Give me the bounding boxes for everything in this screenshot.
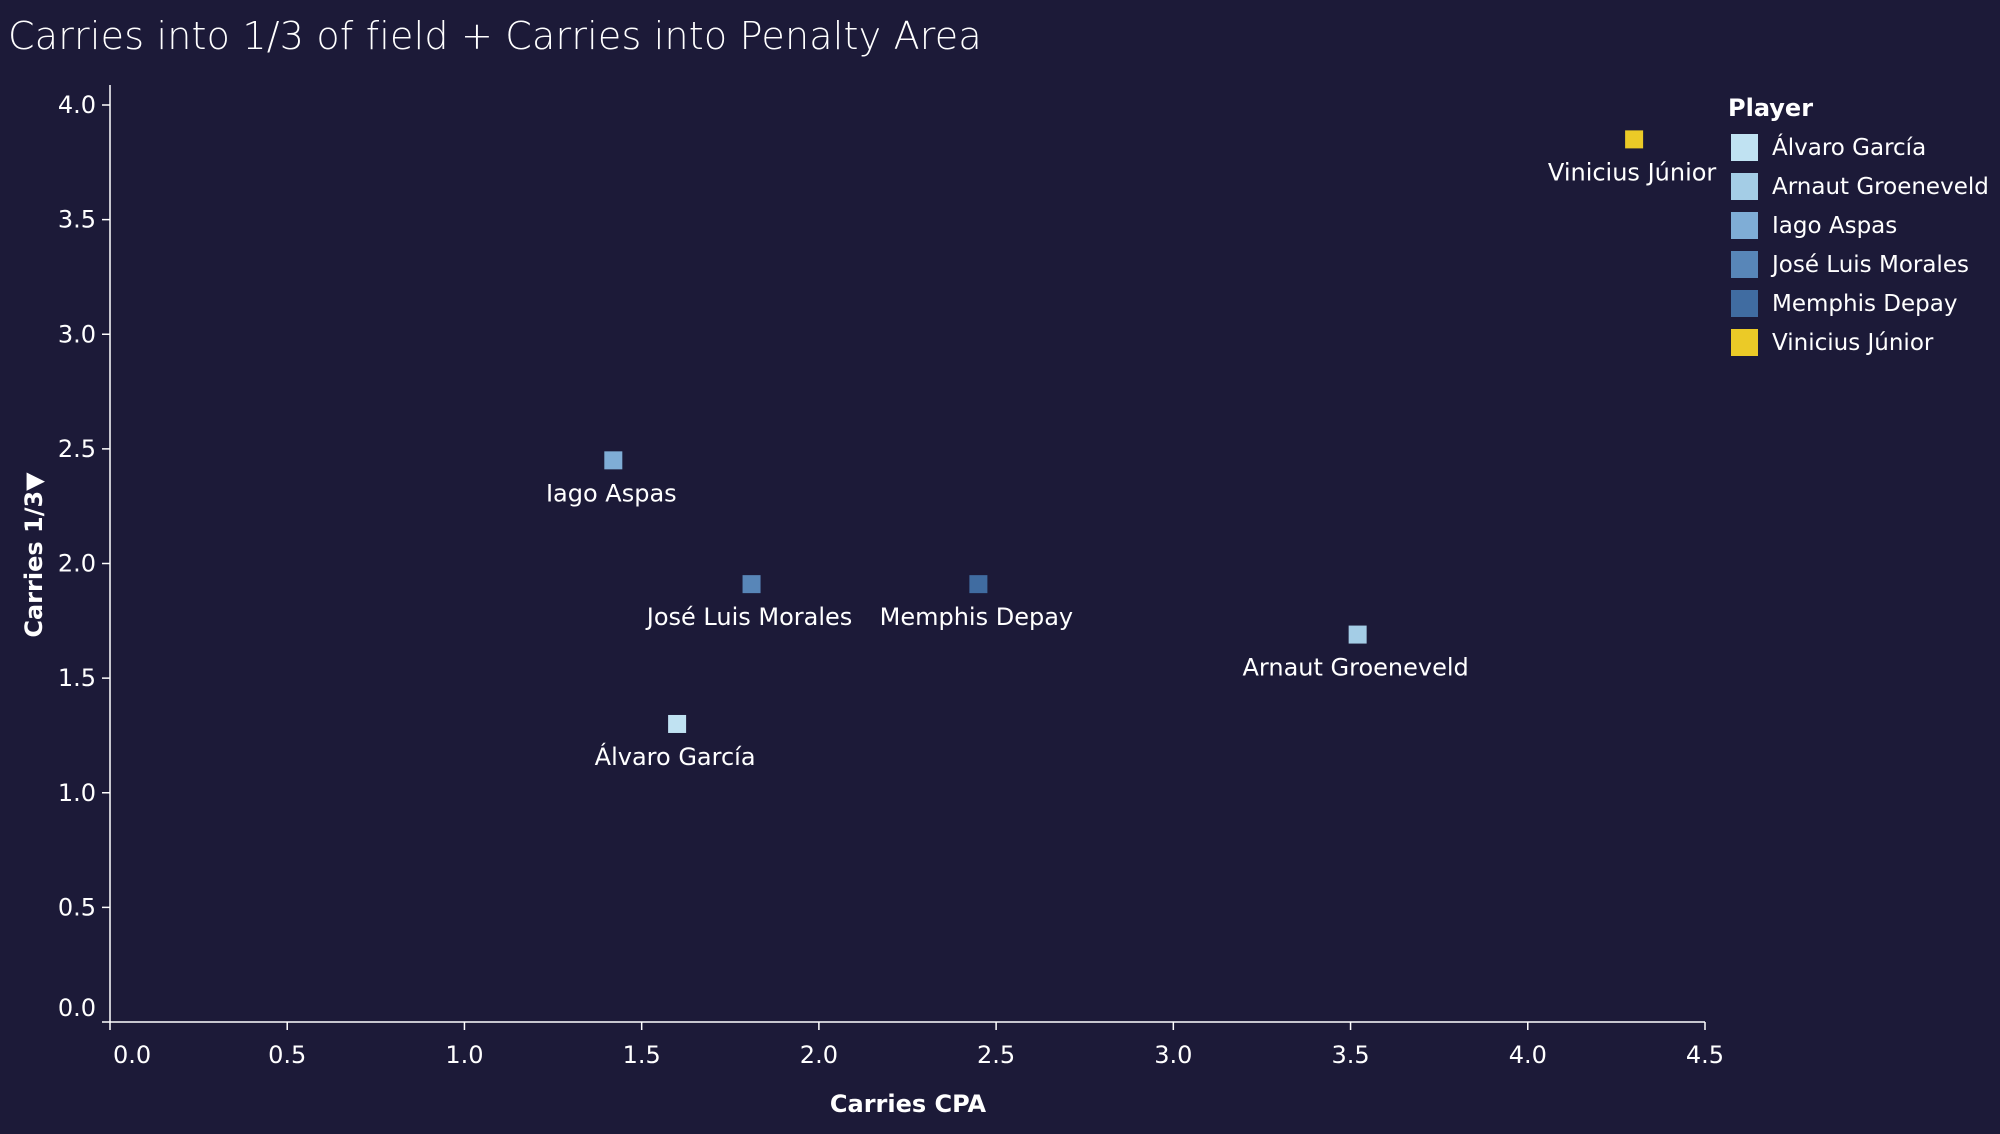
x-tick-label: 1.5 [623,1041,661,1069]
legend-item[interactable]: Vinicius Júnior [1726,323,1989,362]
y-tick-label: 2.0 [58,550,96,578]
y-tick-label: 3.5 [58,206,96,234]
legend-item[interactable]: Arnaut Groeneveld [1726,167,1989,206]
data-point [969,575,988,594]
legend: Player Álvaro García Arnaut Groeneveld Iag… [1726,94,1989,362]
point-label: Arnaut Groeneveld [1243,654,1469,682]
point-label: Vinicius Júnior [1548,158,1716,186]
legend-items: Álvaro García Arnaut Groeneveld Iago Aspas… [1726,128,1989,362]
legend-label: Vinicius Júnior [1772,329,1934,356]
legend-item[interactable]: José Luis Morales [1726,245,1989,284]
legend-swatch [1731,251,1758,278]
legend-swatch [1731,329,1758,356]
x-tick-label: 4.0 [1509,1041,1547,1069]
y-tick-label: 0.5 [58,893,96,921]
point-label: Álvaro García [595,742,756,771]
legend-label: Iago Aspas [1772,212,1898,239]
legend-swatch [1731,173,1758,200]
y-tick-label: 0.0 [58,994,96,1022]
legend-label: Memphis Depay [1772,290,1958,317]
y-tick-label: 4.0 [58,91,96,119]
x-axis-title: Carries CPA [830,1090,987,1118]
chart-title: Carries into 1/3 of field + Carries into… [8,14,982,58]
x-tick-label: 3.5 [1331,1041,1369,1069]
x-tick-label: 1.0 [445,1041,483,1069]
legend-title: Player [1728,94,1814,122]
y-axis-title: Carries 1/3▼ [20,472,48,638]
legend-label: Álvaro García [1772,134,1927,161]
legend-swatch [1731,290,1758,317]
x-tick-label: 2.5 [977,1041,1015,1069]
x-tick-label: 2.0 [800,1041,838,1069]
x-tick-label: 4.5 [1686,1041,1724,1069]
legend-swatch [1731,212,1758,239]
data-points: Álvaro García Arnaut Groeneveld Iago Aspas… [546,130,1716,771]
y-tick-label: 2.5 [58,435,96,463]
data-point [1348,625,1367,644]
legend-label: Arnaut Groeneveld [1772,173,1989,200]
y-tick-label: 1.5 [58,664,96,692]
point-label: José Luis Morales [645,603,853,631]
data-point [1625,130,1644,149]
point-label: Iago Aspas [546,479,677,507]
x-tick-label: 0.5 [268,1041,306,1069]
data-point [668,714,687,733]
legend-item[interactable]: Álvaro García [1726,128,1989,167]
axes: 0.0 0.5 1.0 1.5 2.0 2.5 3.0 3.5 4.0 4.5 0.0 0.5 1.0 1… [20,85,1724,1118]
point-label: Memphis Depay [880,603,1074,631]
x-tick-label: 0.0 [113,1041,151,1069]
data-point [742,575,761,594]
x-tick-label: 3.0 [1154,1041,1192,1069]
y-tick-label: 1.0 [58,779,96,807]
y-tick-label: 3.0 [58,320,96,348]
legend-item[interactable]: Memphis Depay [1726,284,1989,323]
data-point [604,451,623,470]
legend-swatch [1731,134,1758,161]
legend-item[interactable]: Iago Aspas [1726,206,1989,245]
legend-label: José Luis Morales [1772,251,1969,278]
